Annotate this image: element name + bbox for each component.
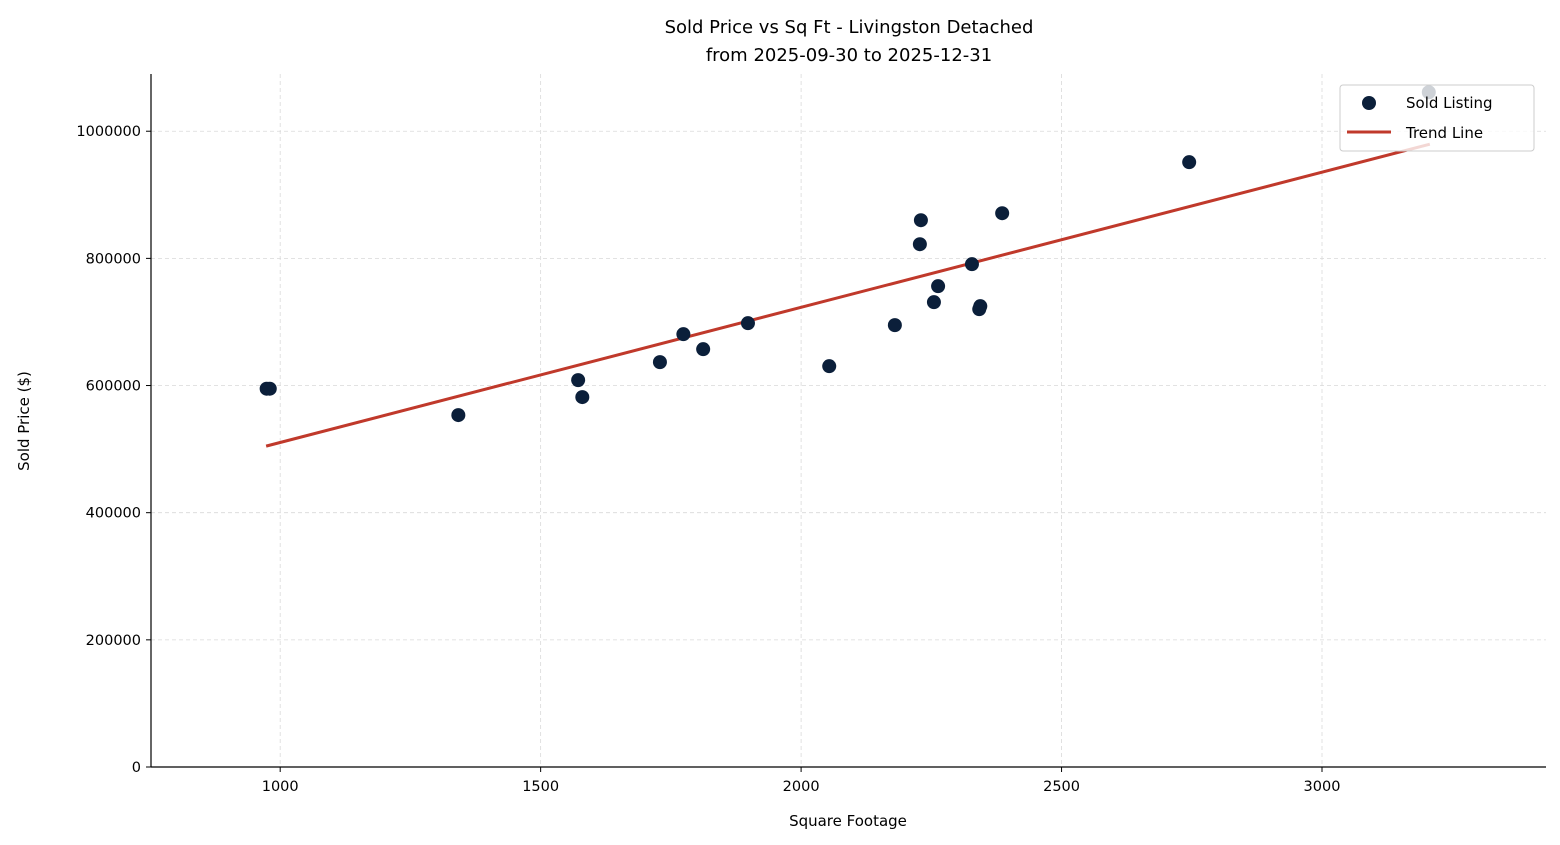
y-tick-label: 800000 <box>86 251 141 267</box>
trend-line <box>265 142 1431 448</box>
y-tick-label: 200000 <box>86 633 141 649</box>
y-tick-label: 0 <box>132 760 141 776</box>
x-tick-label: 2000 <box>783 779 820 795</box>
chart-subtitle: from 2025-09-30 to 2025-12-31 <box>706 45 992 66</box>
data-point <box>913 213 928 228</box>
data-point <box>740 316 755 331</box>
y-tick-label: 400000 <box>86 506 141 522</box>
data-point <box>451 408 466 423</box>
y-axis-label: Sold Price ($) <box>15 371 33 471</box>
data-point <box>972 302 987 317</box>
x-tick-label: 1500 <box>522 779 559 795</box>
x-tick-label: 1000 <box>262 779 299 795</box>
legend-label-sold-listing: Sold Listing <box>1406 94 1493 112</box>
x-tick-label: 2500 <box>1043 779 1080 795</box>
data-point <box>571 373 586 388</box>
data-point <box>262 381 277 396</box>
data-point <box>652 355 667 370</box>
data-point <box>912 237 927 252</box>
legend-label-trend-line: Trend Line <box>1405 124 1483 142</box>
legend: Sold Listing Trend Line <box>1339 84 1535 152</box>
chart-title: Sold Price vs Sq Ft - Livingston Detache… <box>665 17 1034 38</box>
data-point <box>887 318 902 333</box>
data-point <box>1182 155 1197 170</box>
data-point <box>926 295 941 310</box>
y-tick-label: 600000 <box>86 379 141 395</box>
data-point <box>995 206 1010 221</box>
x-tick-label: 3000 <box>1304 779 1341 795</box>
y-tick-label: 1000000 <box>76 124 141 140</box>
data-point <box>575 390 590 405</box>
data-point <box>676 327 691 342</box>
data-point <box>696 342 711 357</box>
data-point <box>964 257 979 272</box>
x-axis-label: Square Footage <box>789 812 907 830</box>
data-point <box>931 279 946 294</box>
legend-box <box>1339 84 1535 152</box>
legend-marker-sold-listing <box>1362 96 1376 110</box>
data-point <box>822 359 837 374</box>
